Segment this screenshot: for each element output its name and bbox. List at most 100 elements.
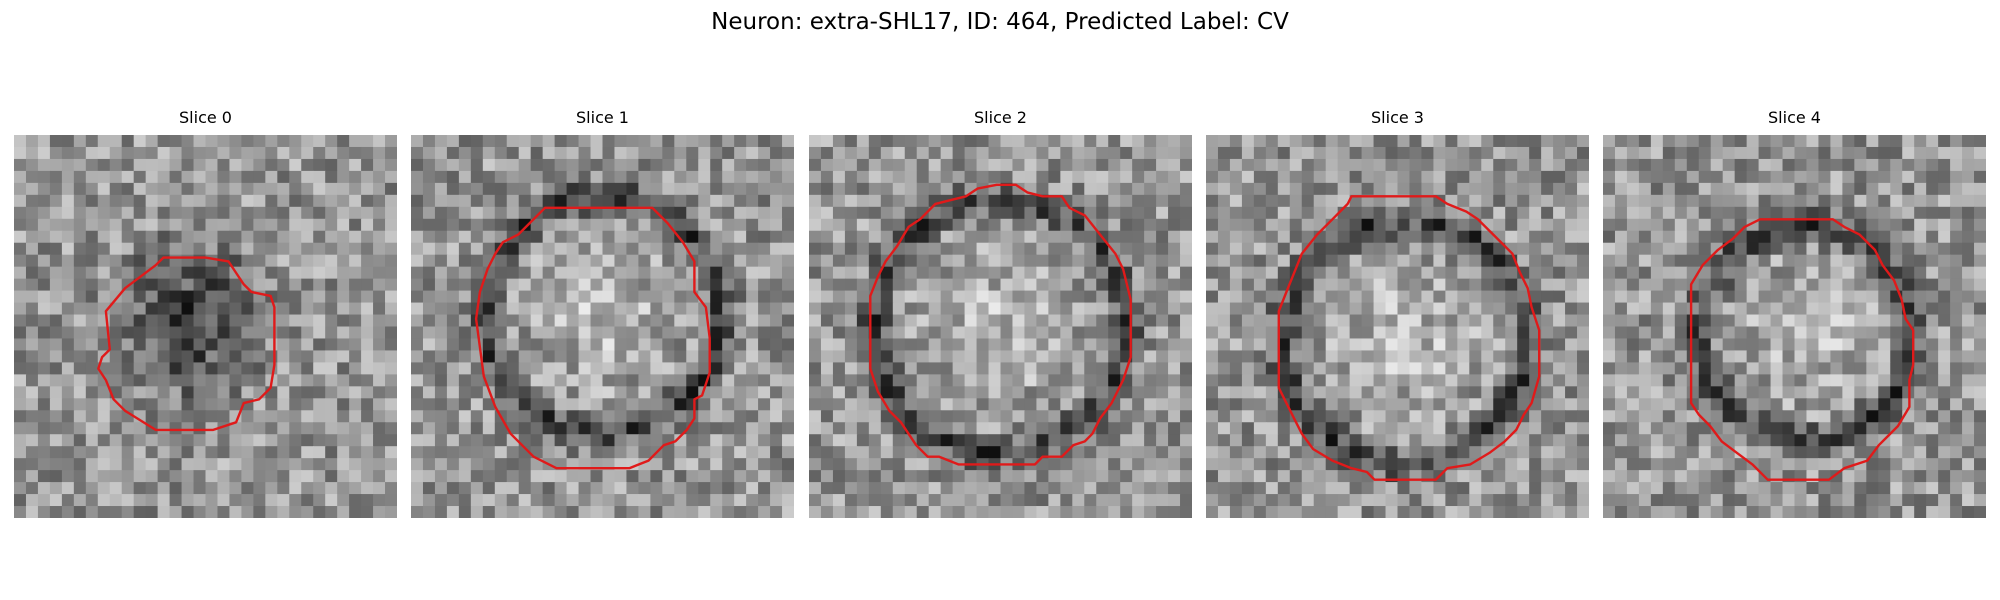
pixel <box>1060 135 1073 148</box>
pixel <box>1072 398 1085 411</box>
pixel <box>1132 314 1145 328</box>
pixel <box>1409 206 1423 220</box>
pixel <box>1481 230 1494 244</box>
pixel <box>1096 506 1109 518</box>
pixel <box>1072 242 1085 256</box>
pixel <box>1385 458 1399 471</box>
pixel <box>770 434 783 447</box>
pixel <box>1974 314 1986 328</box>
pixel <box>1806 350 1820 364</box>
pixel <box>1180 170 1192 184</box>
pixel <box>253 422 266 435</box>
pixel <box>856 506 870 518</box>
pixel <box>85 446 99 459</box>
pixel <box>1818 170 1832 184</box>
pixel <box>1373 135 1387 148</box>
pixel <box>746 398 759 411</box>
pixel <box>1313 326 1327 340</box>
pixel <box>434 386 448 399</box>
pixel <box>434 146 448 160</box>
pixel <box>1433 278 1446 292</box>
pixel <box>1746 386 1760 399</box>
pixel <box>85 374 99 387</box>
pixel <box>1277 230 1291 244</box>
pixel <box>73 398 87 411</box>
pixel <box>1782 158 1796 172</box>
pixel <box>1517 494 1530 507</box>
pixel <box>1698 278 1712 292</box>
pixel <box>1638 278 1652 292</box>
pixel <box>844 194 858 208</box>
pixel <box>758 458 771 471</box>
pixel <box>109 206 123 220</box>
pixel <box>241 338 254 352</box>
pixel <box>1962 290 1975 304</box>
pixel <box>530 506 544 518</box>
pixel <box>1180 135 1192 148</box>
pixel <box>1686 410 1700 423</box>
pixel <box>1866 422 1879 435</box>
pixel <box>1674 302 1688 316</box>
pixel <box>1914 135 1927 148</box>
pixel <box>686 338 699 352</box>
pixel <box>964 494 978 507</box>
pixel <box>650 218 663 232</box>
pixel <box>157 422 171 435</box>
pixel <box>1541 182 1554 196</box>
pixel <box>1397 206 1411 220</box>
pixel <box>482 338 496 352</box>
pixel <box>734 446 747 459</box>
pixel <box>1481 482 1494 495</box>
pixel <box>241 290 254 304</box>
pixel <box>494 350 508 364</box>
pixel <box>734 494 747 507</box>
pixel <box>422 254 436 268</box>
pixel <box>1349 218 1363 232</box>
pixel <box>313 135 326 148</box>
pixel <box>85 350 99 364</box>
pixel <box>1974 254 1986 268</box>
pixel <box>1445 482 1458 495</box>
pixel <box>157 266 171 280</box>
pixel <box>1493 170 1506 184</box>
pixel <box>1241 458 1255 471</box>
pixel <box>1722 386 1736 399</box>
pixel <box>1000 146 1014 160</box>
pixel <box>121 182 135 196</box>
pixel <box>674 482 687 495</box>
pixel <box>217 434 231 447</box>
pixel <box>1108 170 1121 184</box>
pixel <box>1108 458 1121 471</box>
pixel <box>1277 158 1291 172</box>
pixel <box>205 242 219 256</box>
pixel <box>25 146 39 160</box>
pixel <box>337 398 350 411</box>
pixel <box>686 314 699 328</box>
pixel <box>325 302 338 316</box>
pixel <box>566 494 580 507</box>
pixel <box>301 194 314 208</box>
pixel <box>770 302 783 316</box>
pixel <box>1806 302 1820 316</box>
pixel <box>1168 338 1181 352</box>
pixel <box>1770 314 1784 328</box>
pixel <box>1457 434 1470 447</box>
pixel <box>1313 422 1327 435</box>
pixel <box>746 218 759 232</box>
pixel <box>1914 374 1927 387</box>
pixel <box>241 278 254 292</box>
pixel <box>1385 194 1399 208</box>
pixel <box>49 482 63 495</box>
slice-image <box>411 135 794 518</box>
pixel <box>1361 434 1375 447</box>
pixel <box>782 230 794 244</box>
pixel <box>1565 386 1578 399</box>
pixel <box>14 362 27 375</box>
pixel <box>1806 230 1820 244</box>
pixel <box>1938 230 1951 244</box>
pixel <box>1469 326 1482 340</box>
pixel <box>1626 410 1640 423</box>
pixel <box>14 194 27 208</box>
pixel <box>928 338 942 352</box>
pixel <box>1385 422 1399 435</box>
